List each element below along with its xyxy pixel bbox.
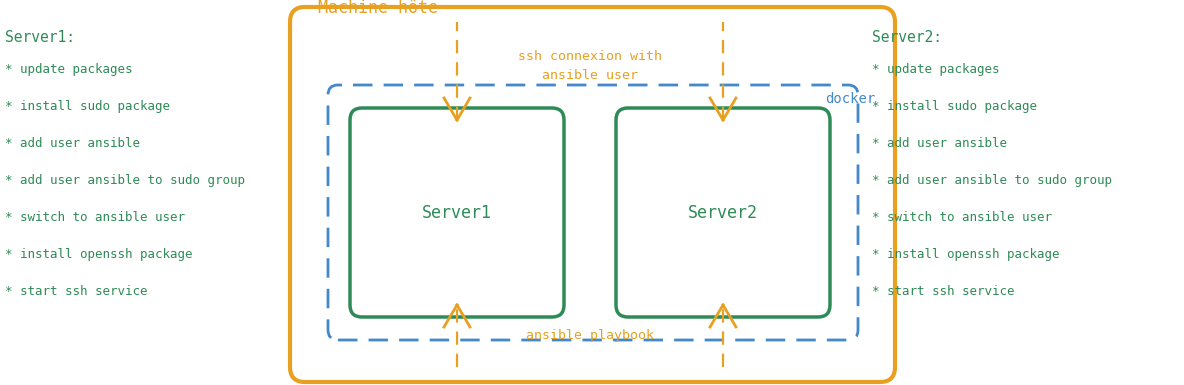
Text: * switch to ansible user: * switch to ansible user bbox=[871, 211, 1053, 224]
Text: Server1:: Server1: bbox=[5, 30, 75, 45]
Text: * add user ansible: * add user ansible bbox=[5, 137, 140, 150]
Text: * switch to ansible user: * switch to ansible user bbox=[5, 211, 185, 224]
Text: * install openssh package: * install openssh package bbox=[5, 248, 193, 261]
Text: * add user ansible to sudo group: * add user ansible to sudo group bbox=[5, 174, 245, 187]
Text: ansible playbook: ansible playbook bbox=[526, 330, 654, 343]
Text: * update packages: * update packages bbox=[5, 63, 133, 76]
Text: * add user ansible to sudo group: * add user ansible to sudo group bbox=[871, 174, 1112, 187]
Text: * install openssh package: * install openssh package bbox=[871, 248, 1060, 261]
Text: * start ssh service: * start ssh service bbox=[5, 285, 148, 298]
Text: Machine hôte: Machine hôte bbox=[318, 0, 438, 17]
Text: * start ssh service: * start ssh service bbox=[871, 285, 1015, 298]
Text: * update packages: * update packages bbox=[871, 63, 999, 76]
Text: Server1: Server1 bbox=[422, 204, 493, 221]
Text: docker: docker bbox=[825, 92, 875, 106]
Text: * install sudo package: * install sudo package bbox=[871, 100, 1037, 113]
Text: * install sudo package: * install sudo package bbox=[5, 100, 170, 113]
Text: * add user ansible: * add user ansible bbox=[871, 137, 1008, 150]
Text: Server2: Server2 bbox=[688, 204, 758, 221]
Text: ssh connexion with
ansible user: ssh connexion with ansible user bbox=[519, 50, 662, 82]
Text: Server2:: Server2: bbox=[871, 30, 942, 45]
